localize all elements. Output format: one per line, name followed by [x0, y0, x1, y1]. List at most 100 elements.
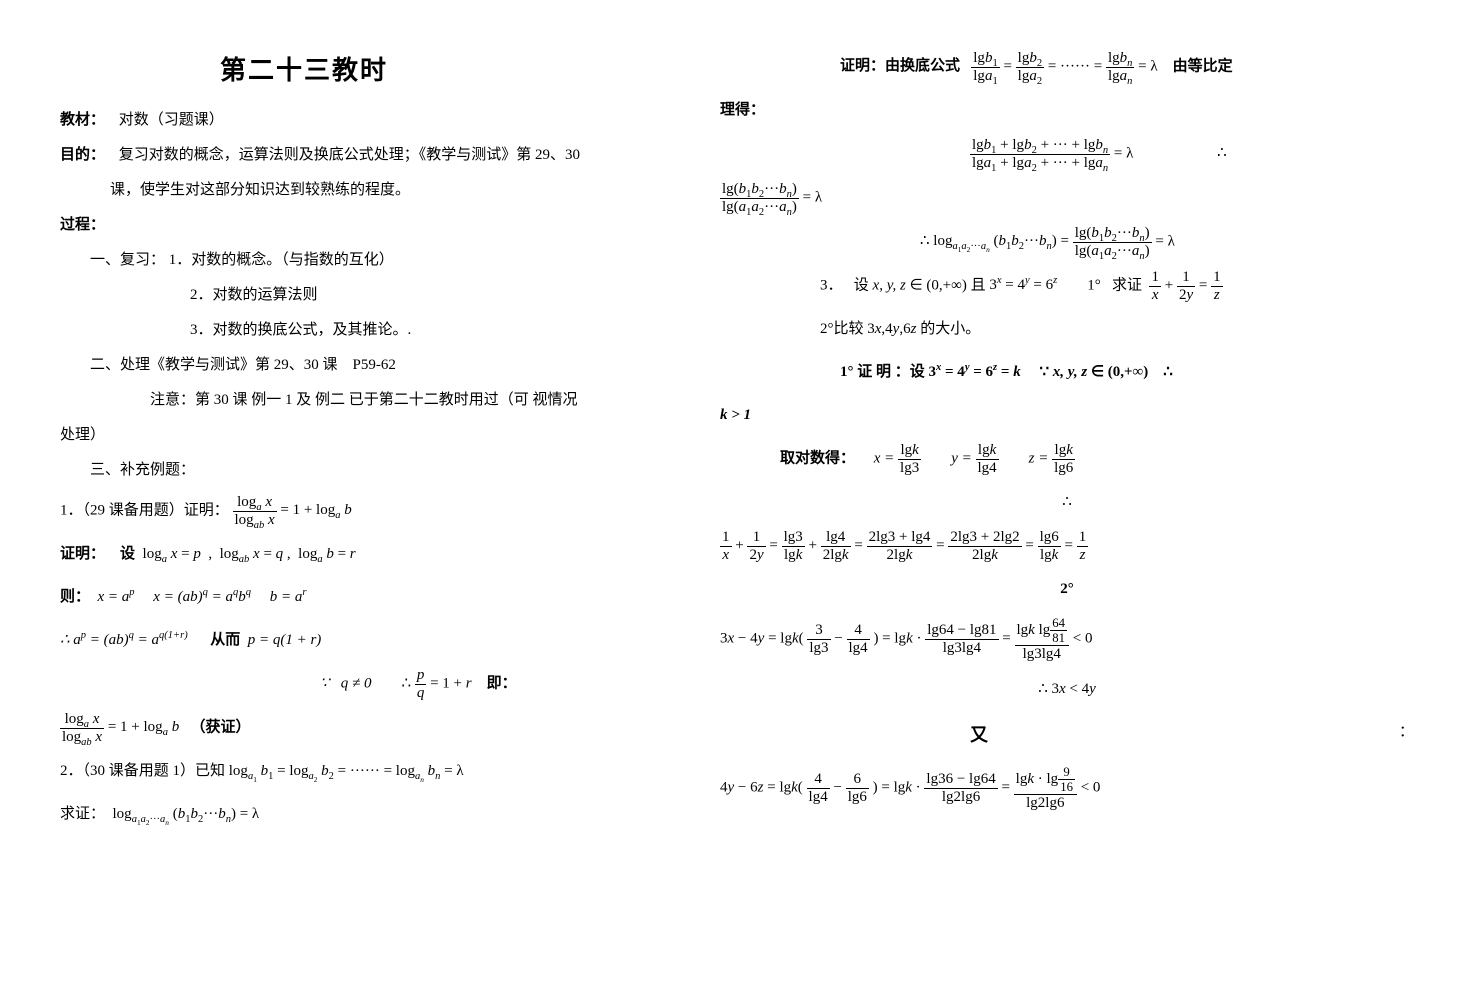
ex3-q1-p2: =: [1199, 277, 1211, 293]
qed-1: （获证）: [190, 719, 250, 735]
r-lide-row: 理得：: [720, 94, 1414, 127]
ex1-qne0-row: ∵ q ≠ 0 ∴ pq = 1 + r 即：: [320, 667, 660, 701]
hence-label-1: 从而: [210, 632, 240, 648]
takelog-row: 取对数得： x = lgklg3 y = lgklg4 z = lgklg6: [780, 442, 1414, 476]
r-sum-there: ∴: [1217, 145, 1227, 161]
kgt1-row: k > 1: [720, 399, 1414, 432]
ex1-row: 1．（29 课备用题）证明： loga x logab x = 1 + loga…: [60, 494, 660, 528]
cmp2-row: 4y − 6z = lgk( 4lg4 − 6lg6 ) = lgk · lg3…: [720, 765, 1414, 812]
r-concl-frac: lg(b1b2···bn) lg(a1a2···an): [1073, 225, 1152, 259]
material-text: 对数（习题课）: [119, 112, 224, 128]
ie-label-1: 即：: [487, 675, 517, 691]
ex1-hence-eq: p = q(1 + r): [244, 632, 321, 648]
r-sum-frac: lgb1 + lgb2 + ··· + lgbn lga1 + lga2 + ·…: [970, 137, 1110, 171]
cf2: 12y: [747, 529, 765, 563]
cmp2-lt: < 0: [1081, 780, 1101, 796]
then-label-1: 则：: [60, 589, 90, 605]
ex1-pq-frac: pq: [415, 667, 427, 701]
note-tail: 处理）: [60, 427, 105, 443]
extra-label: 三、补充例题：: [90, 462, 195, 478]
r-concl-eq: = λ: [1155, 233, 1174, 249]
ex3-and: 且: [971, 277, 986, 293]
set-label-1: 设: [120, 546, 135, 562]
ex3-q2: 2°比较: [820, 321, 864, 337]
r-prod-eq: = λ: [803, 189, 822, 205]
ex1-head: 1．（29 课备用题）证明：: [60, 502, 229, 518]
r-lide: 理得：: [720, 102, 765, 118]
material-row: 教材： 对数（习题课）: [60, 107, 660, 134]
cp7: =: [1065, 537, 1077, 553]
cmp1-res-row: ∴ 3x < 4y: [720, 673, 1414, 706]
ex3-given: 3x = 4y = 6z: [989, 277, 1057, 293]
ex3-proof: 1° 证 明 ：设: [840, 364, 925, 380]
r-eq-2: = ······ =: [1048, 58, 1106, 74]
ex2-head: 2．（30 课备用题 1）已知: [60, 763, 225, 779]
note-text: 注意：第 30 课 例一 1 及 例二 已于第二十二教时用过（可 视情况: [150, 392, 578, 408]
r-concl: ∴ loga1a2···an (b1b2···bn) =: [920, 233, 1073, 249]
ex3-q1-p1: +: [1165, 277, 1177, 293]
cp6: =: [1025, 537, 1037, 553]
ex1-frac: loga x logab x: [233, 494, 277, 528]
cmp1-f4: lgk lg6481 lg3lg4: [1015, 616, 1070, 663]
r-frac-2: lgb2lga2: [1016, 50, 1044, 84]
review-3-row: 3．对数的换底公式，及其推论。.: [190, 317, 660, 344]
ex1-then-row: 则： x = ap x = (ab)q = aqbq b = ar: [60, 581, 660, 614]
ex3-set: 设: [854, 277, 869, 293]
ex1-eq: = 1 + loga b: [280, 502, 351, 518]
cf5: 2lg3 + lg42lgk: [867, 529, 933, 563]
ex1-q-ne: ∵ q ≠ 0: [320, 675, 372, 691]
ex1-final-row: loga x logab x = 1 + loga b （获证）: [60, 711, 660, 745]
ex3-cond-eq: x, y, z: [1053, 364, 1087, 380]
ex1-final-frac: loga x logab x: [60, 711, 104, 745]
cf1: 1x: [720, 529, 732, 563]
cf8: 1z: [1077, 529, 1089, 563]
cmp2-m: −: [833, 780, 845, 796]
review-1: 1．对数的概念。（与指数的互化）: [169, 252, 394, 268]
r-prod-row: lg(b1b2···bn) lg(a1a2···an) = λ: [720, 181, 1414, 215]
lesson-title: 第二十三教时: [220, 50, 660, 87]
ex3-q2-tail: 的大小。: [920, 321, 980, 337]
ex3-proof-row: 1° 证 明 ：设 3x = 4y = 6z = k ∵ x, y, z ∈ (…: [840, 356, 1414, 389]
cmp1-lhs: 3x − 4y = lgk(: [720, 631, 804, 647]
r-eq-1: =: [1003, 58, 1015, 74]
handle-row: 二、处理《教学与测试》第 29、30 课 P59-62: [90, 352, 660, 379]
aim-label: 目的：: [60, 147, 105, 163]
ex1-set-eq: loga x = p , logab x = q , loga b = r: [139, 546, 356, 562]
cp3: +: [809, 537, 821, 553]
ex1-final-eq: = 1 + loga b: [108, 719, 179, 735]
extra-row: 三、补充例题：: [90, 457, 660, 484]
ex2-prove-row: 求证： loga1a2···an (b1b2···bn) = λ: [60, 798, 660, 831]
r-proof-head: 证明：由换底公式: [840, 58, 960, 74]
ex2-prove-eq: loga1a2···an (b1b2···bn) = λ: [109, 806, 259, 822]
cmp2-f4: lgk · lg916 lg2lg6: [1014, 765, 1077, 812]
cp5: =: [936, 537, 948, 553]
ex1-proof-row: 证明： 设 loga x = p , logab x = q , loga b …: [60, 538, 660, 571]
cmp2-lhs: 4y − 6z = lgk(: [720, 780, 803, 796]
cp1: +: [735, 537, 747, 553]
ex2-given: loga1 b1 = loga2 b2 = ······ = logan bn …: [229, 763, 464, 779]
material-label: 教材：: [60, 112, 105, 128]
ex2-row: 2．（30 课备用题 1）已知 loga1 b1 = loga2 b2 = ··…: [60, 755, 660, 788]
also-row: 又 ：: [720, 716, 1414, 756]
y-frac: lgklg4: [976, 442, 999, 476]
r-prod-frac: lg(b1b2···bn) lg(a1a2···an): [720, 181, 799, 215]
r-sum-row: lgb1 + lgb2 + ··· + lgbn lga1 + lga2 + ·…: [970, 137, 1414, 171]
ex1-then-eq: x = ap x = (ab)q = aqbq b = ar: [94, 589, 307, 605]
cmp1-row: 3x − 4y = lgk( 3lg3 − 4lg4 ) = lgk · lg6…: [720, 616, 1414, 663]
ex1-pq: ∴: [402, 675, 415, 691]
cmp1-f1: 3lg3: [807, 622, 830, 656]
review-2-row: 2．对数的运算法则: [190, 282, 660, 309]
cmp1-f3: lg64 − lg81lg3lg4: [925, 622, 998, 656]
cmp2-f1: 4lg4: [807, 771, 830, 805]
note-row: 注意：第 30 课 例一 1 及 例二 已于第二十二教时用过（可 视情况: [150, 387, 660, 414]
cmp1-m: −: [834, 631, 846, 647]
ex3-q1-f1: 1x: [1149, 269, 1161, 303]
ex3-q1a: 1°: [1087, 277, 1101, 293]
review-label: 一、复习：: [90, 252, 165, 268]
z-eq: z =: [1029, 450, 1052, 466]
ex3-q2-eq: 3x,4y,6z: [867, 321, 920, 337]
cf6: 2lg3 + 2lg22lgk: [948, 529, 1021, 563]
ex3-cond: ∵: [1039, 364, 1049, 380]
cf4: lg42lgk: [821, 529, 851, 563]
z-frac: lgklg6: [1052, 442, 1075, 476]
